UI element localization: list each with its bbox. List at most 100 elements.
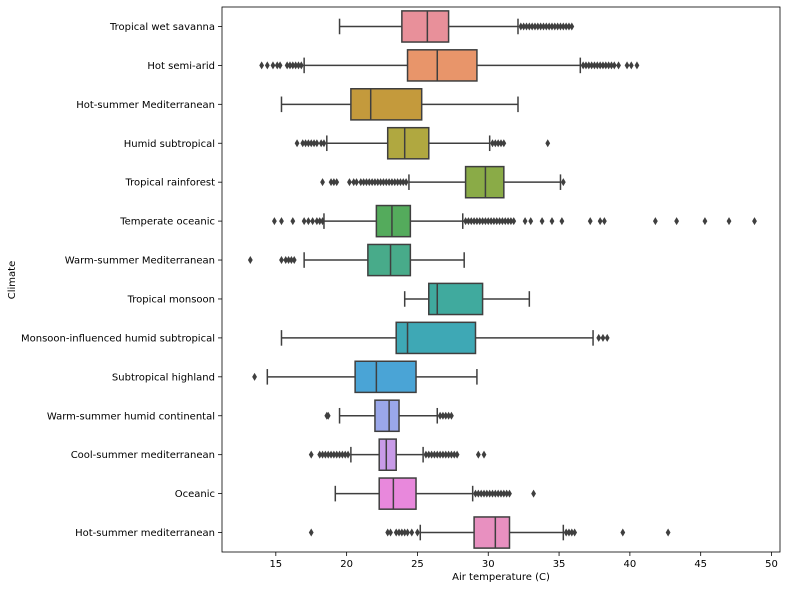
outlier-point	[298, 61, 304, 70]
outlier-point	[426, 450, 432, 459]
y-tick-label: Warm-summer Mediterranean	[65, 256, 215, 267]
outlier-point	[474, 217, 480, 226]
x-axis-label: Air temperature (C)	[452, 572, 550, 583]
outlier-point	[498, 489, 504, 498]
outlier-point	[603, 61, 609, 70]
outlier-point	[511, 217, 517, 226]
outlier-point	[409, 528, 415, 537]
outlier-point	[600, 333, 606, 342]
outlier-point	[339, 450, 345, 459]
outlier-point	[259, 61, 265, 70]
outlier-point	[484, 489, 490, 498]
outlier-point	[483, 217, 488, 226]
outlier-point	[521, 22, 527, 31]
outlier-point	[358, 178, 364, 187]
x-tick-label: 40	[624, 559, 637, 570]
outlier-point	[290, 217, 296, 226]
outlier-point	[477, 217, 483, 226]
box-iqr	[473, 516, 511, 549]
outlier-point	[634, 61, 640, 70]
box-group	[280, 321, 610, 355]
outlier-point	[481, 450, 487, 459]
outlier-point	[466, 217, 471, 226]
y-tick-label: Hot-summer mediterranean	[75, 528, 215, 539]
outlier-point	[566, 22, 572, 31]
outlier-point	[345, 450, 351, 459]
outlier-point	[449, 411, 454, 420]
x-tick-label: 15	[269, 559, 282, 570]
x-tick-label: 25	[411, 559, 424, 570]
outlier-point	[320, 178, 325, 187]
y-tick-label: Tropical rainforest	[124, 178, 215, 189]
box-group	[252, 360, 478, 394]
outlier-point	[563, 528, 569, 537]
outlier-point	[443, 450, 449, 459]
outlier-point	[383, 178, 389, 187]
outlier-point	[616, 61, 621, 70]
outlier-point	[494, 217, 500, 226]
outlier-point	[334, 178, 340, 187]
outlier-point	[318, 139, 324, 148]
outlier-point	[432, 450, 437, 459]
outlier-point	[296, 61, 301, 70]
outlier-point	[305, 217, 311, 226]
outlier-point	[364, 178, 369, 187]
outlier-point	[423, 450, 429, 459]
box-iqr	[378, 438, 397, 472]
box-group	[272, 204, 757, 238]
y-tick-label: Hot-summer Mediterranean	[76, 100, 215, 111]
outlier-point	[583, 61, 589, 70]
outlier-point	[331, 450, 337, 459]
outlier-point	[478, 489, 484, 498]
y-tick-label: Hot semi-arid	[147, 61, 215, 72]
outlier-point	[604, 333, 610, 342]
outlier-point	[398, 178, 403, 187]
box-group	[403, 282, 531, 316]
outlier-point	[347, 178, 352, 187]
outlier-point	[580, 61, 586, 70]
outlier-point	[597, 217, 603, 226]
outlier-point	[386, 178, 392, 187]
outlier-point	[491, 217, 497, 226]
outlier-point	[549, 217, 555, 226]
outlier-point	[592, 61, 597, 70]
outlier-point	[334, 450, 340, 459]
outlier-point	[366, 178, 372, 187]
outlier-point	[403, 178, 409, 187]
outlier-point	[322, 450, 328, 459]
outlier-point	[549, 22, 555, 31]
box-iqr	[395, 321, 477, 355]
outlier-point	[337, 450, 342, 459]
outlier-point	[508, 217, 514, 226]
y-tick-label: Tropical wet savanna	[109, 22, 215, 33]
box-group	[324, 399, 454, 433]
outlier-point	[569, 22, 575, 31]
outlier-point	[437, 411, 443, 420]
box-group	[334, 477, 536, 510]
outlier-point	[485, 217, 491, 226]
outlier-point	[311, 139, 317, 148]
plot-frame	[221, 6, 781, 553]
x-tick-label: 30	[482, 559, 495, 570]
box-group	[308, 438, 487, 472]
outlier-point	[270, 61, 276, 70]
outlier-point	[429, 450, 435, 459]
outlier-point	[589, 61, 595, 70]
box-iqr	[367, 243, 412, 277]
outlier-point	[563, 22, 569, 31]
y-tick-label: Subtropical highland	[112, 372, 215, 383]
outlier-point	[481, 489, 487, 498]
outlier-point	[310, 217, 316, 226]
outlier-point	[378, 178, 384, 187]
outlier-point	[502, 217, 508, 226]
outlier-point	[325, 450, 331, 459]
outlier-point	[415, 528, 420, 537]
y-tick-label: Temperate oceanic	[119, 217, 215, 228]
x-tick-label: 45	[694, 559, 707, 570]
outlier-point	[559, 217, 565, 226]
outlier-point	[490, 489, 495, 498]
outlier-point	[342, 450, 348, 459]
outlier-point	[524, 22, 529, 31]
outlier-point	[272, 217, 277, 226]
outlier-point	[454, 450, 460, 459]
